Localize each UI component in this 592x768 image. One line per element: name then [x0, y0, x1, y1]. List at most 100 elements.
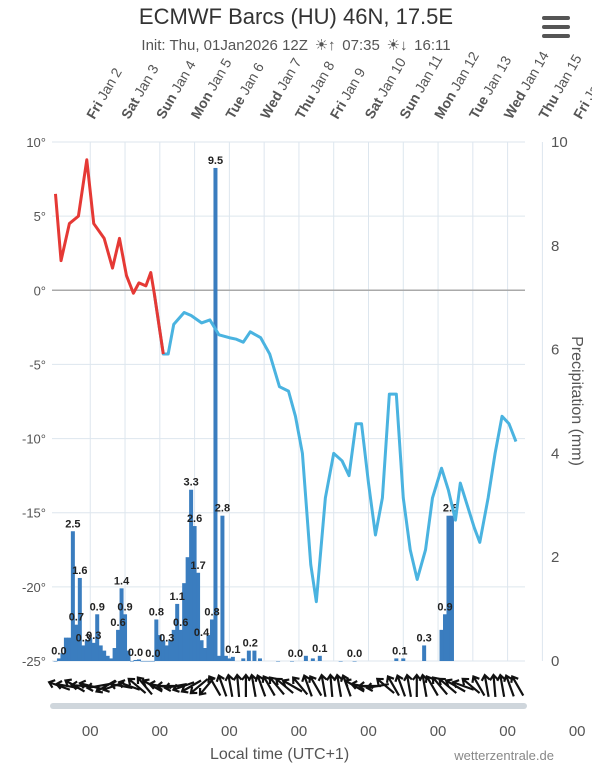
wind-arrow [496, 673, 506, 698]
precip-bar [203, 648, 208, 661]
precip-bar [252, 650, 257, 661]
wind-arrow [385, 674, 400, 697]
y-left-tick-label: 5° [34, 209, 46, 224]
wind-arrow [127, 677, 147, 694]
y-left-tick-label: -10° [22, 432, 46, 447]
precip-bar [140, 661, 145, 662]
wind-arrow [471, 674, 486, 697]
precip-bar [126, 650, 131, 661]
chart-subtitle: Init: Thu, 01Jan2026 12Z ☀↑ 07:35 ☀↓ 16:… [0, 36, 592, 54]
precip-data-label: 1.1 [170, 591, 185, 603]
precip-data-label: 0.0 [128, 647, 143, 659]
sunset-icon: ☀↓ [386, 37, 408, 54]
precip-bar [189, 489, 194, 661]
precip-bar [446, 515, 451, 661]
precip-bar [105, 655, 110, 661]
precip-bar [230, 656, 235, 661]
wind-arrow [403, 673, 413, 698]
y-right-tick-label: 4 [551, 445, 559, 462]
credit-label: wetterzentrale.de [454, 748, 554, 763]
precip-data-label: 0.3 [76, 632, 91, 644]
precip-bar [164, 645, 169, 661]
precip-bar [168, 640, 173, 661]
precip-data-label: 0.3 [86, 630, 101, 642]
init-time: Init: Thu, 01Jan2026 12Z [141, 37, 308, 54]
precip-bar [91, 642, 96, 661]
precip-data-label: 0.6 [110, 617, 125, 629]
wind-arrow [424, 674, 439, 697]
wind-arrow [117, 679, 141, 691]
sunset-time: 16:11 [414, 37, 451, 54]
wind-arrow [232, 673, 243, 698]
wind-arrow [489, 673, 499, 698]
precip-bar [352, 661, 357, 662]
precip-bar [136, 659, 141, 661]
y-right-tick-label: 6 [551, 342, 559, 359]
wind-arrow [325, 673, 336, 698]
y-right-tick-label: 2 [551, 549, 559, 566]
precip-bar [154, 619, 159, 661]
precip-data-label: 2.8 [215, 503, 230, 515]
precip-data-label: 0.1 [225, 644, 240, 656]
chart-title: ECMWF Barcs (HU) 46N, 17.5E [138, 4, 454, 29]
precip-data-label: 0.1 [312, 643, 327, 655]
precip-bar [216, 655, 221, 661]
precip-bar [338, 661, 343, 662]
precip-data-label: 0.6 [173, 617, 188, 629]
x-tick-label: 00 [360, 723, 377, 740]
precip-bar [109, 658, 114, 661]
x-tick-label: 00 [82, 723, 99, 740]
precip-bar [303, 655, 308, 661]
wind-arrow [308, 674, 323, 697]
precip-bar [150, 661, 155, 662]
precip-bar [102, 650, 107, 661]
precip-bar [147, 661, 152, 662]
precip-data-label: 0.1 [392, 645, 407, 657]
wind-arrow [333, 673, 343, 698]
precip-bar [74, 624, 79, 661]
precip-bar [394, 658, 399, 661]
x-tick-label: 00 [569, 723, 586, 740]
y-left-tick-label: -25° [22, 654, 46, 669]
y-right-tick-label: 10 [551, 134, 568, 151]
x-tick-label: 00 [499, 723, 516, 740]
precip-bar [116, 629, 121, 661]
precip-bar [60, 653, 65, 661]
precip-bar [133, 659, 138, 661]
precip-bar [171, 629, 176, 661]
precip-bar [241, 658, 246, 661]
precip-data-label: 1.4 [114, 575, 130, 587]
y-right-tick-label: 0 [551, 653, 559, 670]
precip-bar [192, 526, 197, 661]
wind-arrow [215, 674, 228, 697]
precip-bar [143, 661, 148, 662]
precip-bar [88, 637, 93, 661]
x-tick-label: 00 [291, 723, 308, 740]
precip-bar [439, 629, 444, 661]
precip-bar [77, 577, 82, 661]
precip-data-label: 0.2 [243, 638, 258, 650]
y-right-tick-label: 8 [551, 238, 559, 255]
x-tick-label: 00 [221, 723, 238, 740]
y-right-axis-title: Precipitation (mm) [568, 336, 585, 466]
precip-data-label: 9.5 [208, 155, 223, 167]
wind-arrow [510, 674, 525, 697]
hamburger-menu-icon[interactable] [542, 16, 570, 38]
wind-arrow [301, 674, 313, 697]
wind-arrow [375, 677, 395, 694]
y-left-tick-label: -15° [22, 506, 46, 521]
precip-bar [182, 583, 187, 661]
precip-bar [95, 614, 100, 661]
precip-data-label: 0.9 [437, 601, 452, 613]
precip-bar [257, 658, 262, 661]
precip-bar [53, 661, 58, 662]
precip-data-label: 0.0 [145, 648, 160, 660]
precip-bar [223, 655, 228, 661]
precip-data-label: 0.3 [159, 632, 174, 644]
x-tick-label: 00 [151, 723, 168, 740]
precip-data-label: 0.7 [69, 612, 84, 624]
sunrise-icon: ☀↑ [314, 37, 336, 54]
y-left-tick-label: -20° [22, 580, 46, 595]
precip-data-label: 1.6 [72, 565, 87, 577]
wind-arrow [247, 673, 258, 698]
